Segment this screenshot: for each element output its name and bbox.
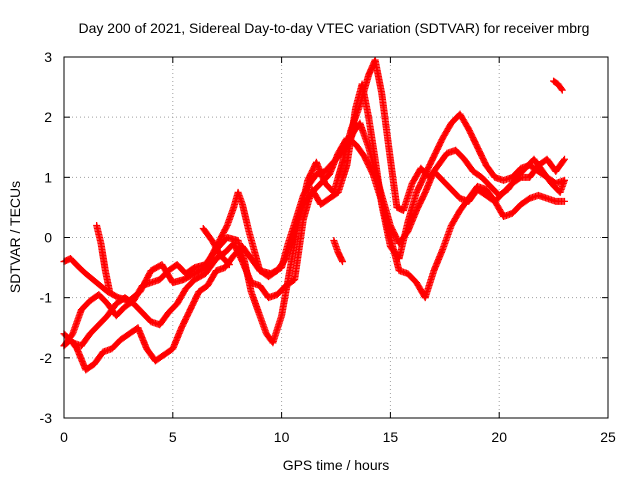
data-point-marker xyxy=(557,85,565,93)
x-axis-label: GPS time / hours xyxy=(283,457,390,473)
x-tick-label: 15 xyxy=(383,429,399,445)
y-tick-label: -3 xyxy=(40,410,53,426)
y-tick-label: 1 xyxy=(44,169,52,185)
chart-grid xyxy=(64,57,608,418)
x-tick-label: 10 xyxy=(274,429,290,445)
y-tick-label: 2 xyxy=(44,109,52,125)
chart-title: Day 200 of 2021, Sidereal Day-to-day VTE… xyxy=(79,20,590,36)
y-axis-label: SDTVAR / TECUs xyxy=(7,181,23,293)
data-point-marker xyxy=(224,259,232,267)
series-segment-a xyxy=(93,221,114,296)
axis-ticks: 0 5 10 15 20 25 -3 -2 -1 0 1 2 3 xyxy=(40,49,616,445)
y-tick-label: -2 xyxy=(40,350,53,366)
x-tick-label: 25 xyxy=(600,429,616,445)
x-tick-label: 0 xyxy=(60,429,68,445)
chart-marks xyxy=(60,56,568,374)
series-segment-c xyxy=(330,237,347,266)
data-point-marker xyxy=(560,197,568,205)
y-tick-label: -1 xyxy=(40,290,53,306)
data-point-marker xyxy=(558,86,566,94)
data-point-marker xyxy=(560,155,568,163)
series-track-1 xyxy=(60,119,568,305)
series-segment-d xyxy=(550,77,566,94)
data-point-marker xyxy=(560,156,568,164)
y-tick-label: 3 xyxy=(44,49,52,65)
x-tick-label: 5 xyxy=(169,429,177,445)
series-segment-b xyxy=(199,224,233,269)
data-point-marker xyxy=(225,261,233,269)
data-point-marker xyxy=(339,258,347,266)
data-point-marker xyxy=(560,176,568,184)
data-point-marker xyxy=(106,288,114,296)
y-tick-label: 0 xyxy=(44,230,52,246)
series-track-4 xyxy=(60,134,568,374)
series-track-3 xyxy=(60,80,568,350)
x-tick-label: 20 xyxy=(491,429,507,445)
